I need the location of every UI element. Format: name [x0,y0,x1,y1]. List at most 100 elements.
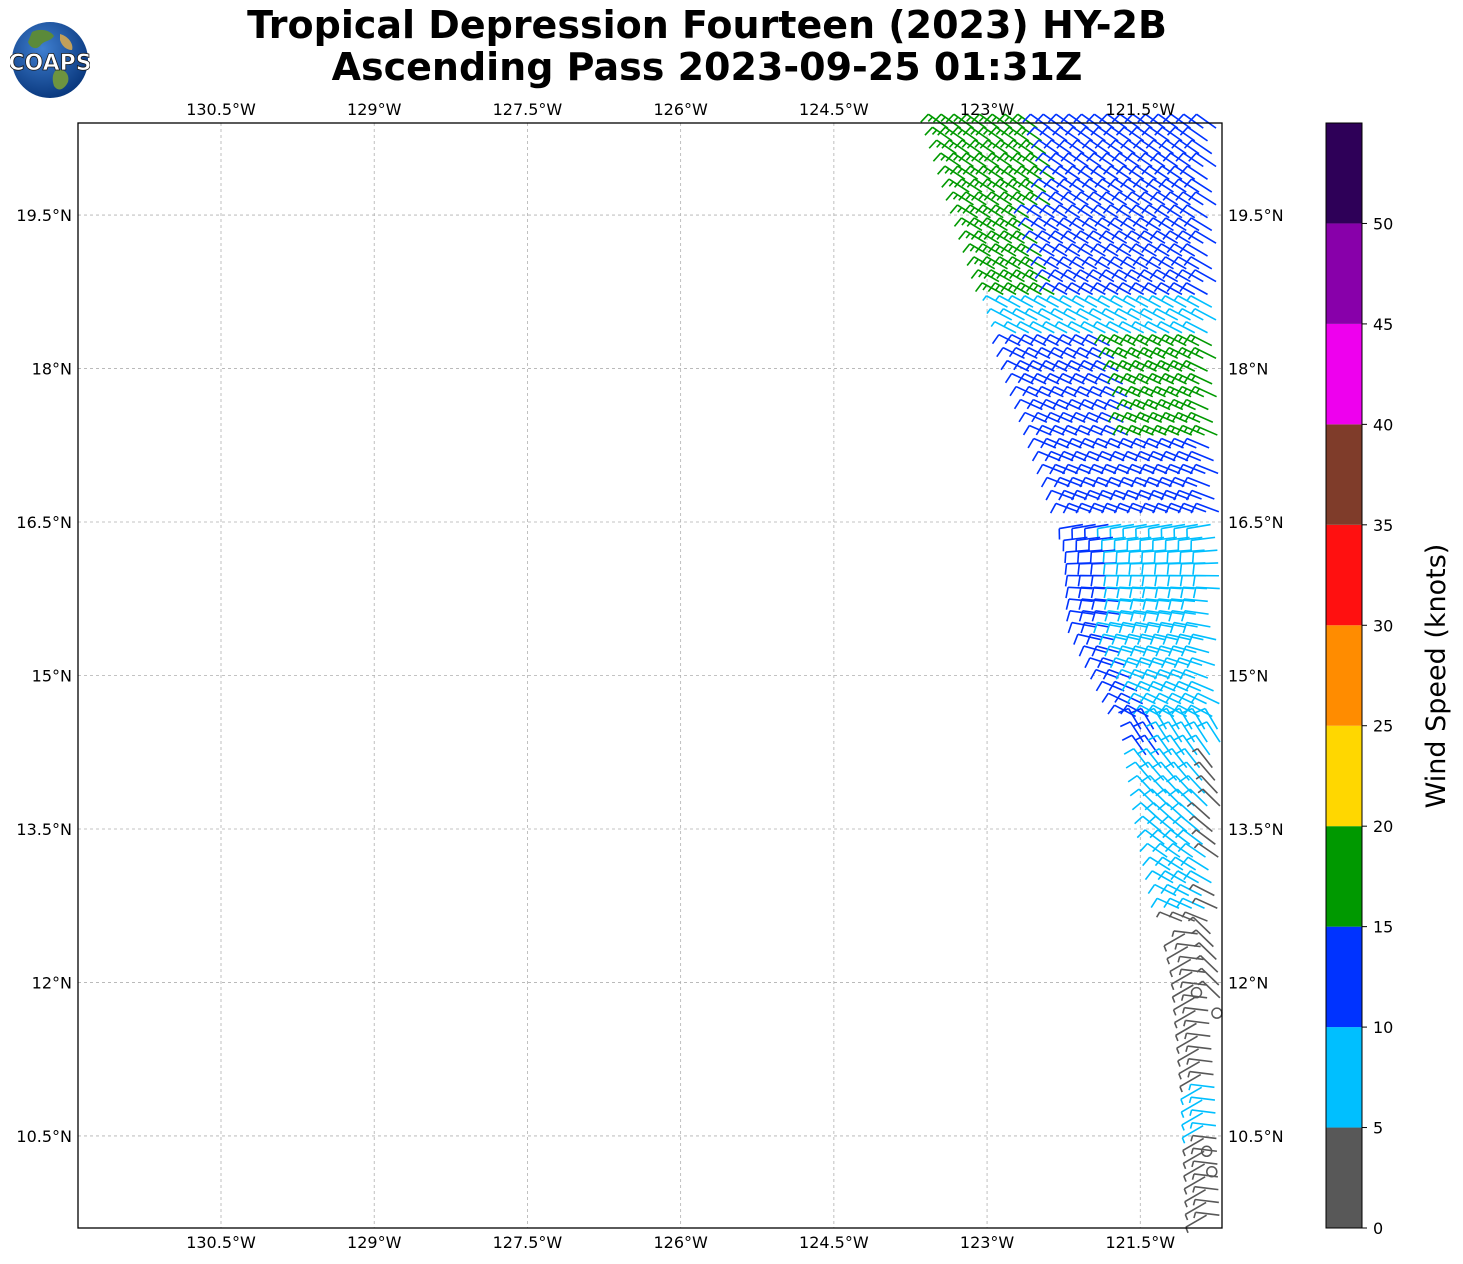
wind-barb [1060,152,1089,168]
wind-barb [1068,217,1098,232]
wind-barb [1106,333,1136,347]
wind-barb [1020,295,1047,308]
wind-barb [1103,126,1132,142]
wind-barb [975,204,1004,219]
lat-tick-label-left: 18°N [32,360,72,379]
wind-barb [1145,372,1175,385]
wind-barb [1179,165,1208,180]
wind-barb [1169,958,1192,978]
wind-barb [1047,385,1077,398]
wind-barb [1122,295,1149,308]
wind-barb [1166,243,1196,257]
wind-barb [1183,1163,1206,1182]
colorbar-bin [1326,223,1362,324]
wind-barb [1141,126,1170,142]
wind-barb [1038,282,1068,296]
wind-barb [1071,523,1096,540]
wind-barb [1188,152,1217,168]
wind-barb [1166,126,1196,142]
wind-barb [1086,424,1116,436]
wind-barb [1156,320,1183,334]
wind-barb [1051,243,1081,257]
wind-barb [1081,217,1111,232]
wind-barb [1166,549,1192,564]
wind-barb [1179,1073,1202,1093]
wind-barb [1184,1032,1211,1040]
wind-barb [1183,372,1213,385]
wind-barb [1188,385,1217,398]
wind-barb [1047,191,1077,206]
wind-barb [1140,359,1170,372]
wind-barb [1098,152,1128,168]
wind-barb [1073,385,1103,398]
wind-barb [1114,308,1140,321]
wind-barb [1166,204,1196,219]
wind-barb [1064,359,1094,372]
wind-barb [1195,954,1219,973]
wind-barb [1107,372,1136,385]
wind-barb [1009,191,1038,206]
wind-barb [1017,139,1047,155]
wind-barb [945,191,974,206]
wind-barb [1119,721,1145,743]
wind-barb [1179,549,1205,564]
wind-barb [983,191,1013,206]
wind-barb [1188,633,1217,645]
wind-barb [1154,165,1183,180]
wind-barb [1184,1188,1206,1208]
wind-barb [1050,308,1076,321]
colorbar-tick-label: 20 [1373,817,1393,836]
wind-barb [1026,282,1055,296]
wind-barb [1190,308,1217,321]
wind-barb [1072,346,1102,360]
wind-barb [1085,269,1115,283]
wind-barb [1084,295,1111,308]
wind-barb [987,243,1017,257]
wind-barb [1182,320,1208,334]
wind-barb [1169,707,1193,730]
wind-barb [1043,139,1072,155]
wind-barb [1119,217,1149,232]
wind-barb [1075,536,1101,552]
wind-barb [975,243,1004,257]
wind-barb [982,295,1008,308]
wind-barb [1187,916,1211,935]
wind-barb [1094,372,1124,385]
wind-barb [1174,942,1201,950]
wind-barb [1035,113,1064,129]
wind-barb [1192,562,1219,575]
wind-barb [1094,139,1123,155]
wind-barb [1166,282,1196,296]
wind-barb [979,139,1008,155]
wind-barb [962,204,991,219]
wind-barb [1085,346,1115,360]
wind-barb [1068,256,1098,270]
wind-barb [1128,204,1157,219]
wind-barb [1090,204,1119,219]
wind-barb [1111,152,1140,168]
wind-barb [1068,372,1098,385]
wind-barb [1100,463,1130,475]
wind-barb [1034,230,1064,244]
wind-barb [1176,897,1205,909]
wind-barb [1171,721,1196,743]
wind-barb [1182,1150,1205,1170]
wind-barb [1141,165,1170,180]
wind-barb [1124,191,1153,206]
wind-barb [1150,897,1180,909]
lat-tick-label-right: 13.5°N [1228,820,1284,839]
wind-barb [1097,295,1123,308]
wind-barb [1047,152,1077,168]
wind-barb [1159,450,1189,462]
wind-barb [1145,256,1174,270]
wind-barb [1109,295,1136,308]
wind-barb [1102,282,1132,296]
wind-barb [1111,385,1141,398]
wind-barb [1194,707,1219,730]
wind-barb [1004,217,1034,232]
wind-barb [1150,424,1180,436]
wind-barb [1089,359,1119,372]
wind-barb [979,178,1008,193]
wind-barb [1115,549,1141,564]
wind-barb [1181,1124,1204,1144]
